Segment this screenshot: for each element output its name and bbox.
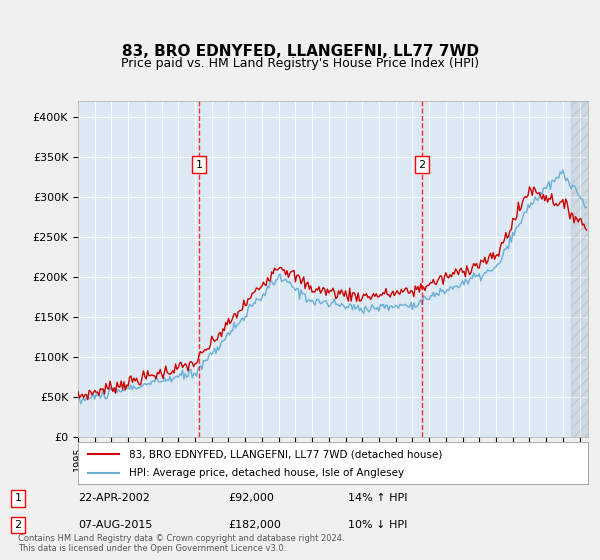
Text: 2: 2 bbox=[419, 160, 426, 170]
Text: 07-AUG-2015: 07-AUG-2015 bbox=[78, 520, 152, 530]
Text: £182,000: £182,000 bbox=[228, 520, 281, 530]
Bar bbox=[571, 101, 596, 437]
Text: Contains HM Land Registry data © Crown copyright and database right 2024.
This d: Contains HM Land Registry data © Crown c… bbox=[18, 534, 344, 553]
Text: 1: 1 bbox=[196, 160, 203, 170]
Text: 2: 2 bbox=[14, 520, 22, 530]
Text: 1: 1 bbox=[14, 493, 22, 503]
Text: 10% ↓ HPI: 10% ↓ HPI bbox=[348, 520, 407, 530]
Text: 83, BRO EDNYFED, LLANGEFNI, LL77 7WD: 83, BRO EDNYFED, LLANGEFNI, LL77 7WD bbox=[121, 44, 479, 59]
Text: 83, BRO EDNYFED, LLANGEFNI, LL77 7WD (detached house): 83, BRO EDNYFED, LLANGEFNI, LL77 7WD (de… bbox=[129, 449, 442, 459]
Text: Price paid vs. HM Land Registry's House Price Index (HPI): Price paid vs. HM Land Registry's House … bbox=[121, 57, 479, 70]
Text: HPI: Average price, detached house, Isle of Anglesey: HPI: Average price, detached house, Isle… bbox=[129, 468, 404, 478]
Text: £92,000: £92,000 bbox=[228, 493, 274, 503]
Text: 22-APR-2002: 22-APR-2002 bbox=[78, 493, 150, 503]
Text: 14% ↑ HPI: 14% ↑ HPI bbox=[348, 493, 407, 503]
